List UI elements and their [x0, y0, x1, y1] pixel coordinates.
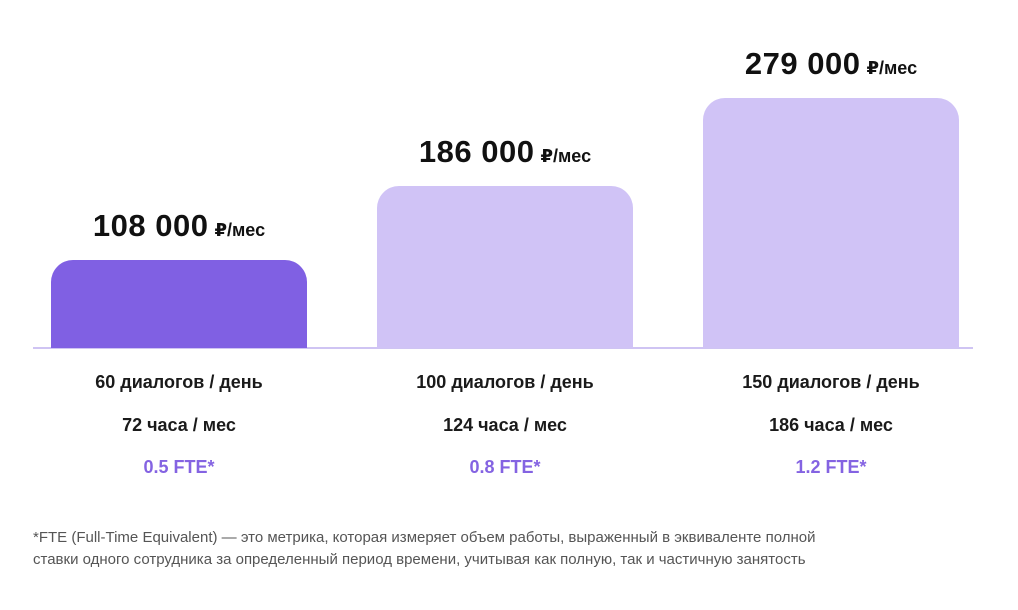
footnote: *FTE (Full-Time Equivalent) — это метрик…: [33, 527, 993, 571]
value-number: 186 000: [418, 134, 535, 170]
category-label: 150 диалогов / день: [742, 372, 920, 392]
category-label: 60 диалогов / день: [95, 372, 263, 392]
value-label: 186 000 ₽/мес: [377, 134, 633, 170]
value-number: 279 000: [744, 45, 861, 81]
hours-label: 186 часа / мес: [769, 415, 893, 435]
value-number: 108 000: [92, 208, 209, 244]
bar: [703, 97, 959, 348]
x-axis-line: [33, 347, 973, 349]
value-unit: ₽/мес: [540, 146, 592, 167]
value-unit: ₽/мес: [214, 220, 266, 241]
hours-label: 72 часа / мес: [122, 415, 236, 435]
category-label: 100 диалогов / день: [416, 372, 594, 392]
bar: [51, 260, 307, 348]
hours-label: 124 часа / мес: [443, 415, 567, 435]
fte-label: 0.8 FTE*: [469, 457, 541, 477]
footnote-line-1: *FTE (Full-Time Equivalent) — это метрик…: [33, 529, 816, 546]
footnote-line-2: ставки одного сотрудника за определенный…: [33, 551, 806, 568]
fte-label: 1.2 FTE*: [795, 457, 867, 477]
value-label: 108 000 ₽/мес: [51, 208, 307, 244]
value-unit: ₽/мес: [866, 57, 918, 78]
fte-label: 0.5 FTE*: [143, 457, 215, 477]
value-label: 279 000 ₽/мес: [703, 46, 959, 82]
bar: [377, 186, 633, 348]
